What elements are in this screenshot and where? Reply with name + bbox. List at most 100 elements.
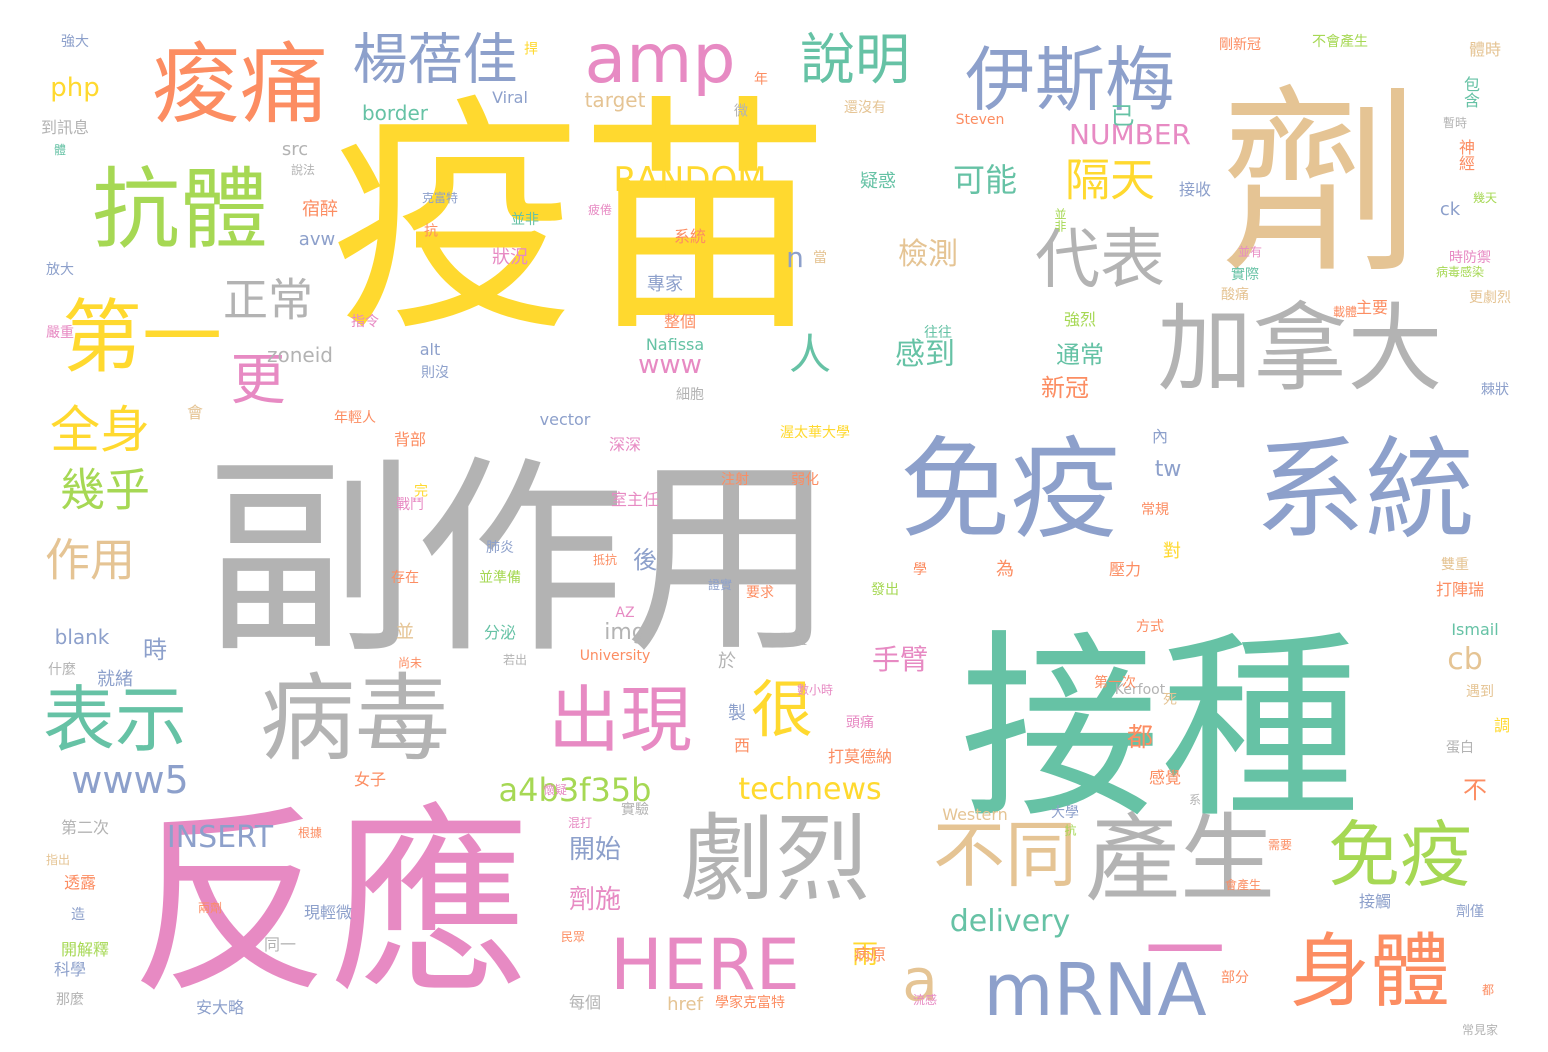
word-cloud-term: Viral: [492, 88, 528, 107]
word-cloud-term: 壓力: [1108, 560, 1142, 579]
word-cloud-term: 每個: [568, 993, 602, 1012]
word-cloud-term: target: [584, 88, 646, 112]
word-cloud-term: 渥太華大學: [780, 425, 850, 441]
word-cloud-term: 新冠: [1041, 374, 1089, 402]
word-cloud-term: 不會產生: [1312, 34, 1368, 50]
word-cloud-term: 整個: [663, 312, 697, 331]
word-cloud-term: 造: [71, 907, 85, 923]
word-cloud-term: 西: [731, 737, 750, 753]
word-cloud-term: 學: [913, 562, 927, 578]
word-cloud-term: 常規: [1141, 502, 1169, 518]
word-cloud-term: 並非: [1053, 208, 1067, 232]
word-cloud-term: 就緒: [97, 669, 133, 690]
word-cloud-term: 並: [396, 622, 414, 643]
word-cloud-term: 雨: [851, 940, 879, 970]
word-cloud-term: 人: [788, 330, 832, 379]
word-cloud-term: 時防禦: [1449, 250, 1491, 266]
word-cloud-term: 感到: [895, 337, 955, 372]
word-cloud-term: 到訊息: [40, 118, 90, 137]
word-cloud-term: alt: [419, 340, 441, 359]
word-cloud-term: 戰鬥: [396, 497, 424, 513]
word-cloud-term: 部分: [1221, 970, 1249, 986]
word-cloud-term: technews: [738, 772, 882, 807]
word-cloud-term: INSERT: [166, 820, 274, 855]
word-cloud-term: a: [902, 946, 938, 1014]
word-cloud-term: 伊斯梅: [965, 39, 1175, 121]
word-cloud-term: 若出: [502, 653, 528, 667]
word-cloud-term: 製: [725, 703, 746, 721]
word-cloud-term: 細胞: [676, 387, 704, 403]
word-cloud-term: 系統: [673, 227, 707, 246]
word-cloud-term: 系統: [1255, 426, 1475, 554]
word-cloud-term: 對: [1160, 541, 1181, 559]
word-cloud-term: zoneid: [267, 343, 333, 367]
word-cloud-term: 則沒: [421, 365, 449, 381]
word-cloud-term: 病毒: [259, 664, 451, 775]
word-cloud-term: 證實: [707, 578, 733, 592]
word-cloud-term: 女子: [353, 770, 387, 789]
word-cloud-term: img: [604, 620, 646, 645]
word-cloud-term: 體: [53, 143, 67, 157]
word-cloud-term: 疲倦: [587, 203, 613, 217]
word-cloud-term: 開解釋: [60, 940, 110, 959]
word-cloud-term: 常見家: [1461, 1023, 1499, 1037]
word-cloud-term: 第一次: [1094, 675, 1136, 691]
word-cloud-term: 安大略: [195, 998, 245, 1017]
word-cloud-term: 數小時: [796, 683, 834, 697]
word-cloud-term: 實驗: [621, 802, 649, 818]
word-cloud-term: 頭痛: [846, 715, 874, 731]
word-cloud-term: 副作用: [204, 437, 836, 682]
word-cloud-term: 檢測: [898, 237, 958, 272]
word-cloud-term: 不: [1463, 776, 1487, 804]
word-cloud-term: 強大: [61, 34, 89, 50]
word-cloud-term: 學家克富特: [715, 995, 785, 1011]
word-cloud-term: 接收: [1178, 180, 1212, 199]
word-cloud-term: 酸痛: [1221, 287, 1249, 303]
word-cloud-term: 開始: [568, 835, 622, 865]
word-cloud-term: 要求: [746, 585, 774, 601]
word-cloud-term: 反應: [129, 788, 531, 1021]
word-cloud-term: 主要: [1355, 298, 1389, 317]
word-cloud-term: 微: [732, 103, 748, 117]
word-cloud-term: blank: [54, 625, 110, 649]
word-cloud-term: 更: [230, 347, 286, 412]
word-cloud-term: 並有: [1237, 245, 1263, 259]
word-cloud-term: 會產生: [1224, 878, 1262, 892]
word-cloud-term: www: [638, 350, 702, 380]
word-cloud-term: 劑僅: [1456, 904, 1484, 920]
word-cloud-term: amp: [584, 20, 736, 99]
word-cloud-term: 免疫: [1327, 813, 1473, 897]
word-cloud-term: 疑惑: [860, 171, 896, 192]
word-cloud-term: 根據: [297, 826, 323, 840]
word-cloud-term: 加拿大: [1157, 294, 1443, 405]
word-cloud-term: 發出: [871, 582, 899, 598]
word-cloud-term: 於: [715, 651, 736, 669]
word-cloud-term: 民眾: [560, 930, 586, 944]
word-cloud-term: 還沒有: [844, 100, 886, 116]
word-cloud-term: 表示: [42, 678, 188, 762]
word-cloud-term: vector: [539, 410, 591, 429]
word-cloud-term: 免疫: [900, 426, 1120, 554]
word-cloud-term: 系: [1188, 793, 1202, 807]
word-cloud-term: 專家: [647, 274, 683, 295]
word-cloud-term: php: [50, 73, 100, 103]
word-cloud-term: 打陣瑞: [1435, 580, 1485, 599]
word-cloud-term: 完: [412, 483, 428, 497]
word-cloud-term: delivery: [949, 904, 1071, 939]
word-cloud-term: 會: [186, 403, 204, 422]
word-cloud-term: 疫苗: [330, 74, 830, 365]
word-cloud-term: 後: [633, 546, 657, 574]
word-cloud-term: 劑施: [568, 885, 622, 915]
word-cloud-term: 需要: [1267, 838, 1293, 852]
word-cloud-term: 狀況: [492, 247, 528, 268]
word-cloud-term: 說法: [290, 163, 316, 177]
word-cloud-term: 體時: [1468, 40, 1502, 59]
word-cloud-term: Nafissa: [645, 335, 705, 354]
word-cloud-term: 一: [1145, 905, 1225, 998]
word-cloud-term: 同一: [263, 935, 297, 954]
word-cloud-term: 混打: [567, 816, 593, 830]
word-cloud-term: 痠痛: [151, 33, 329, 136]
word-cloud-term: href: [667, 994, 703, 1015]
word-cloud-term: 實際: [1231, 267, 1259, 283]
word-cloud-term: 劑: [1219, 68, 1421, 301]
